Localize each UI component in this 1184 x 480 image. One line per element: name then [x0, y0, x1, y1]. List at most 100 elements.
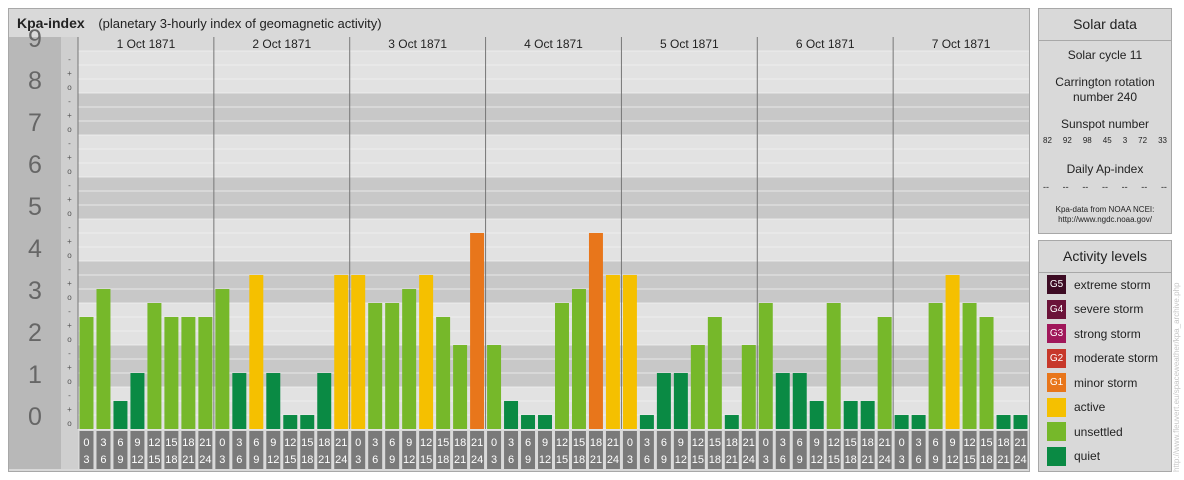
interval-start-label: 12: [828, 437, 840, 449]
interval-end-label: 3: [763, 454, 769, 466]
interval-box: [470, 431, 485, 469]
interval-end-label: 9: [797, 454, 803, 466]
interval-end-label: 21: [454, 454, 466, 466]
kp-bar: [419, 274, 434, 429]
y-subtick-label: +: [67, 321, 72, 330]
carrington-line-2: number 240: [1072, 90, 1138, 104]
solar-data-panel: Solar data Solar cycle 11 Carrington rot…: [1038, 8, 1172, 234]
kp-bar: [521, 415, 536, 429]
kp-bar: [690, 345, 705, 429]
kp-bar: [656, 373, 671, 429]
y-subaxis-box: [61, 37, 78, 469]
interval-end-label: 9: [933, 454, 939, 466]
interval-end-label: 9: [253, 454, 259, 466]
level-swatch: G4: [1047, 299, 1066, 319]
data-credit: Kpa-data from NOAA NCEI: http://www.ngdc…: [1039, 205, 1171, 225]
interval-start-label: 21: [199, 437, 211, 449]
interval-start-label: 21: [607, 437, 619, 449]
interval-start-label: 3: [372, 437, 378, 449]
credit-link[interactable]: http://www.ngdc.noaa.gov/: [1058, 215, 1152, 224]
level-label: severe storm: [1074, 302, 1144, 316]
y-subtick-label: -: [68, 391, 71, 400]
interval-start-label: 0: [899, 437, 905, 449]
ap-value: --: [1062, 182, 1069, 192]
y-subtick-label: -: [68, 223, 71, 232]
ap-value: --: [1043, 182, 1049, 192]
sunspot-values: 82 92 98 45 3 72 33: [1043, 136, 1167, 145]
interval-end-label: 6: [100, 454, 106, 466]
kp-bar: [538, 415, 552, 429]
interval-box: [656, 431, 671, 469]
interval-end-label: 6: [780, 454, 786, 466]
y-subtick-label: +: [67, 111, 72, 120]
kp-bar: [996, 415, 1011, 429]
kp-bar: [809, 400, 824, 429]
interval-start-label: 9: [678, 437, 684, 449]
chart-subtitle: (planetary 3-hourly index of geomagnetic…: [98, 16, 382, 31]
interval-start-label: 3: [236, 437, 242, 449]
interval-end-label: 21: [318, 454, 330, 466]
interval-start-label: 3: [508, 437, 514, 449]
interval-end-label: 18: [437, 454, 449, 466]
y-subtick-label: +: [67, 153, 72, 162]
y-subtick-label: o: [67, 293, 72, 302]
band: [78, 303, 1029, 345]
level-label: unsettled: [1074, 424, 1123, 439]
interval-end-label: 18: [573, 454, 585, 466]
interval-start-label: 21: [471, 437, 483, 449]
interval-start-label: 18: [454, 437, 466, 449]
y-subtick-label: -: [68, 349, 71, 358]
kp-bar: [860, 400, 875, 429]
ap-value: --: [1121, 182, 1128, 192]
sunspot-value: 82: [1043, 136, 1052, 145]
interval-end-label: 12: [946, 454, 958, 466]
band: [78, 135, 1029, 177]
y-subtick-label: o: [67, 83, 72, 92]
interval-start-label: 15: [437, 437, 449, 449]
y-subtick-label: o: [67, 377, 72, 386]
level-quiet: quiet: [1047, 446, 1100, 466]
kp-bar: [928, 303, 943, 429]
interval-end-label: 9: [661, 454, 667, 466]
interval-start-label: 12: [284, 437, 296, 449]
interval-start-label: 3: [100, 437, 106, 449]
interval-start-label: 21: [743, 437, 755, 449]
interval-start-label: 21: [1014, 437, 1026, 449]
chart-title: Kpa-index: [17, 15, 85, 31]
interval-end-label: 3: [627, 454, 633, 466]
interval-end-label: 3: [83, 454, 89, 466]
interval-start-label: 9: [134, 437, 140, 449]
band: [78, 261, 1029, 303]
kp-bar: [385, 303, 400, 429]
kp-bar: [555, 303, 569, 429]
interval-start-label: 6: [933, 437, 939, 449]
kp-bar: [249, 274, 264, 429]
kp-bar: [605, 274, 620, 429]
interval-box: [1013, 431, 1028, 469]
interval-end-label: 24: [199, 454, 211, 466]
interval-box: [894, 431, 909, 469]
interval-end-label: 15: [420, 454, 432, 466]
interval-start-label: 9: [542, 437, 548, 449]
interval-end-label: 21: [862, 454, 874, 466]
interval-end-label: 24: [743, 454, 755, 466]
interval-start-label: 6: [661, 437, 667, 449]
sunspot-value: 72: [1138, 136, 1148, 145]
interval-end-label: 6: [916, 454, 922, 466]
band: [78, 51, 1029, 93]
interval-start-label: 6: [389, 437, 395, 449]
kp-bar: [113, 400, 128, 429]
interval-box: [164, 431, 179, 469]
band: [78, 93, 1029, 135]
activity-levels-heading: Activity levels: [1039, 241, 1171, 273]
kp-bar: [147, 303, 162, 429]
kp-bar: [130, 373, 145, 429]
interval-start-label: 6: [117, 437, 123, 449]
interval-start-label: 0: [83, 437, 89, 449]
interval-end-label: 12: [403, 454, 415, 466]
interval-start-label: 0: [219, 437, 225, 449]
day-label: 3 Oct 1871: [388, 37, 447, 51]
interval-box: [928, 431, 943, 469]
interval-end-label: 6: [644, 454, 650, 466]
